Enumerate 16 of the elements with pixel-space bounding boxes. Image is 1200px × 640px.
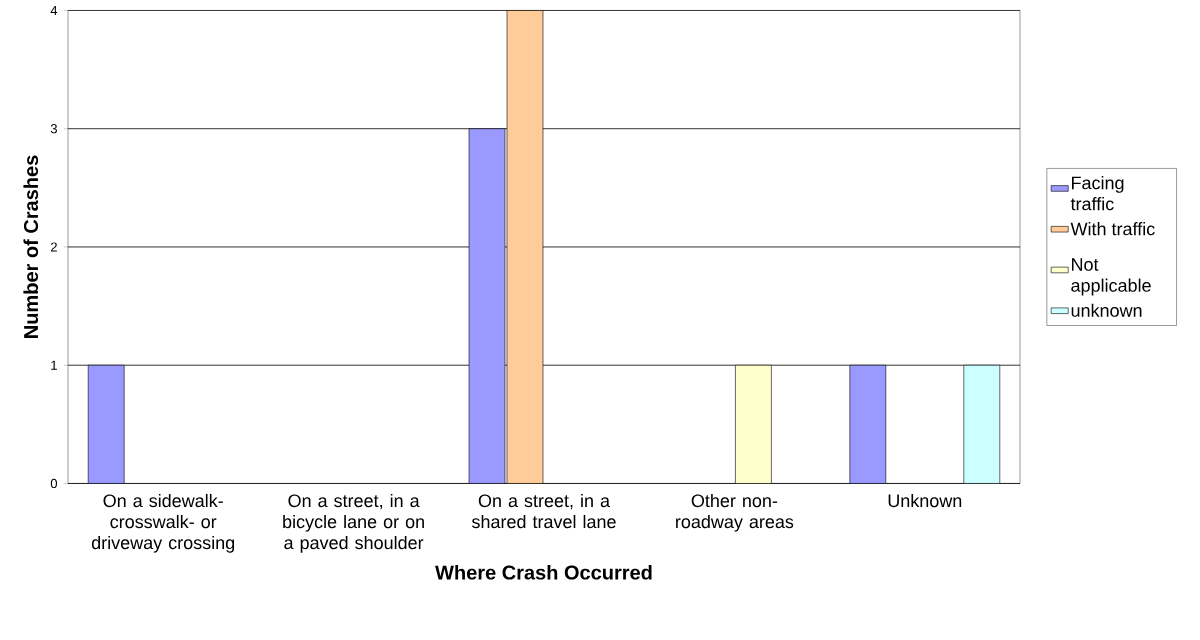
legend-label: unknown — [1071, 303, 1142, 317]
y-tick-label: 2 — [50, 242, 57, 252]
y-tick-label: 0 — [50, 478, 58, 488]
x-tick-label: Unknown — [888, 493, 962, 507]
x-tick-label: On a street, in a bicycle lane or on a paved shoulder — [283, 493, 424, 553]
x-axis-title: Where Crash Occurred — [435, 564, 652, 580]
legend-label: Facing traffic — [1070, 175, 1124, 211]
x-tick-label: Other non-roadway areas — [676, 493, 794, 532]
y-tick-label: 3 — [50, 123, 57, 134]
y-tick-label: 4 — [50, 5, 58, 15]
legend-label: Not applicable — [1071, 258, 1151, 296]
legend-label: With traffic — [1070, 221, 1155, 236]
x-tick-label: On a street, in a shared travel lane — [471, 493, 616, 528]
y-axis-title: Number of Crashes — [23, 155, 39, 338]
y-tick-label: 1 — [51, 360, 57, 370]
x-tick-label: On a sidewalk-crosswalk- or driveway crossing — [91, 493, 235, 553]
